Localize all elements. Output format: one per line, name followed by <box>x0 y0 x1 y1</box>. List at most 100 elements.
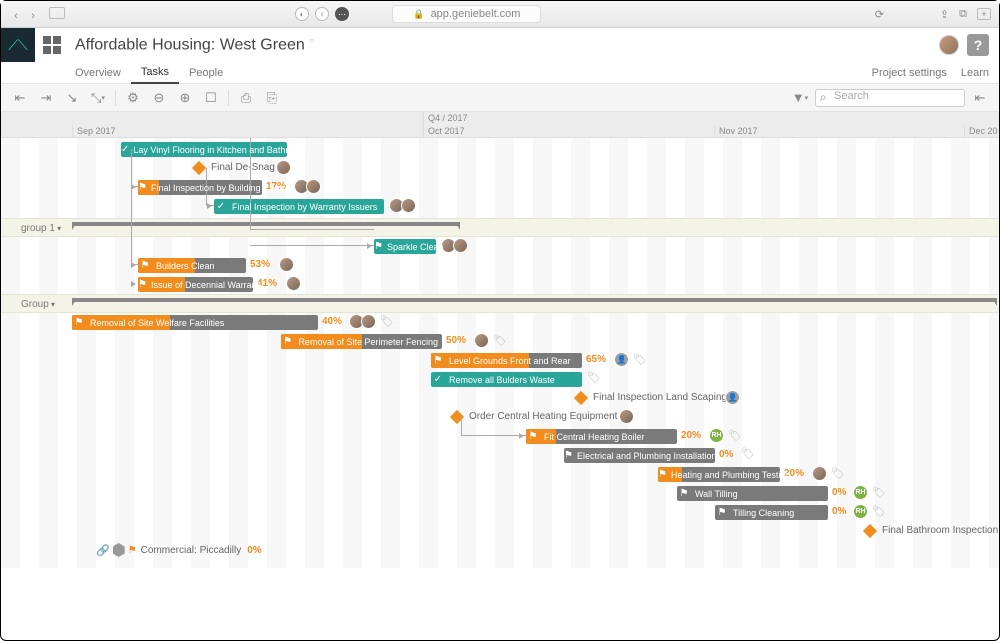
collapse-icon[interactable]: ⇤ <box>971 89 989 107</box>
filter-icon[interactable]: ▼▾ <box>791 89 809 107</box>
milestone-label: Final Inspection Land Scaping <box>593 392 727 403</box>
milestone-label: Final Bathroom Inspection <box>882 525 998 536</box>
tag-icon[interactable]: 🏷 <box>872 505 886 518</box>
milestone-bathroom-inspection[interactable] <box>863 524 877 538</box>
avatar[interactable] <box>474 333 489 348</box>
toolbar: ⇤ ⇥ ↘ ⤡▾ ⚙ ⊖ ⊕ ☐ ⎙ ⎘ ▼▾ Search ⇤ <box>1 84 999 112</box>
group-summary-bar <box>72 298 997 302</box>
task-bar-warranty-issuers[interactable]: ✓ Final Inspection by Warranty Issuers <box>214 199 384 214</box>
zoom-out-icon[interactable]: ⊖ <box>150 89 168 107</box>
task-bar-heating-boiler[interactable]: ⚑ Fit Central Heating Boiler <box>526 429 677 444</box>
milestone-label: Final De-Snag <box>211 162 275 173</box>
tabs-icon[interactable]: ⧉ <box>959 8 967 21</box>
fwd-icon[interactable]: › <box>26 10 40 22</box>
print-icon[interactable]: ⎙ <box>237 89 255 107</box>
help-icon[interactable]: ? <box>967 34 989 56</box>
indent-icon[interactable]: ⇥ <box>37 89 55 107</box>
user-avatar[interactable] <box>939 35 959 55</box>
search-input[interactable]: Search <box>815 89 965 107</box>
plus-icon[interactable]: + <box>977 8 991 20</box>
flag-icon: ⚑ <box>138 182 147 193</box>
zoom-in-icon[interactable]: ⊕ <box>176 89 194 107</box>
task-bar-welfare-facilities[interactable]: ⚑ Removal of Site Welfare Facilities <box>72 315 318 330</box>
group-label: group 1 <box>21 219 61 238</box>
tab-tasks[interactable]: Tasks <box>131 62 179 84</box>
reload-icon[interactable]: ⟳ <box>875 8 884 21</box>
check-icon: ✓ <box>431 374 445 385</box>
avatar[interactable] <box>453 238 468 253</box>
link-icon[interactable]: ↘ <box>63 89 81 107</box>
circle-icon-3[interactable]: ⋯ <box>335 7 349 21</box>
linked-project-label[interactable]: Commercial: Piccadilly <box>141 545 242 556</box>
tag-icon[interactable]: 🏷 <box>831 467 845 480</box>
nav-buttons: ‹ › <box>9 7 65 22</box>
tag-icon[interactable]: 🏷 <box>728 429 742 442</box>
flag-icon: ⚑ <box>72 317 86 328</box>
tag-icon[interactable]: 🏷 <box>493 334 507 347</box>
tab-people[interactable]: People <box>179 63 233 83</box>
task-pct: 50% <box>446 335 466 346</box>
tag-icon[interactable]: 🏷 <box>741 447 755 460</box>
milestone-final-desnag[interactable] <box>192 161 206 175</box>
task-bar-sparkle-clean[interactable]: ⚑ Sparkle Clean <box>374 239 436 254</box>
address-bar[interactable]: 🔒 app.geniebelt.com <box>392 5 541 23</box>
avatar-rh[interactable]: RH <box>853 504 868 519</box>
url: app.geniebelt.com <box>431 8 521 20</box>
tab-overview[interactable]: Overview <box>65 63 131 83</box>
task-bar-remove-waste[interactable]: ✓ Remove all Bulders Waste <box>431 372 582 387</box>
avatar[interactable] <box>401 198 416 213</box>
circle-icon-2[interactable]: ♀ <box>315 7 329 21</box>
app-logo[interactable]: ⟋⟍ <box>1 28 35 62</box>
tag-icon[interactable]: 🏷 <box>633 353 647 366</box>
task-bar-builders-clean[interactable]: ⚑ Builders Clean <box>138 258 246 273</box>
avatar[interactable]: 👤 <box>725 390 740 405</box>
avatar[interactable]: 👤 <box>614 352 629 367</box>
group-row-2[interactable]: Group <box>1 294 999 313</box>
task-bar-vinyl-flooring[interactable]: ✓ Lay Vinyl Flooring in Kitchen and Bath… <box>121 142 287 157</box>
avatar[interactable] <box>279 257 294 272</box>
outdent-icon[interactable]: ⇤ <box>11 89 29 107</box>
sidebar-icon[interactable] <box>49 7 65 19</box>
task-pct: 40% <box>322 316 342 327</box>
avatar-rh[interactable]: RH <box>853 485 868 500</box>
task-bar-electrical-plumbing[interactable]: ⚑ Electrical and Plumbing Installation <box>564 448 715 463</box>
back-icon[interactable]: ‹ <box>9 10 23 22</box>
apps-grid-icon[interactable] <box>43 36 67 54</box>
avatar[interactable] <box>812 466 827 481</box>
flag-icon: ⚑ <box>677 488 691 499</box>
task-pct: 0% <box>832 487 846 498</box>
settings-icon[interactable]: ⚙ <box>124 89 142 107</box>
milestone-landscaping[interactable] <box>574 391 588 405</box>
gantt-chart[interactable]: ✓ Lay Vinyl Flooring in Kitchen and Bath… <box>1 138 999 568</box>
task-pct: 0% <box>719 449 733 460</box>
task-bar-wall-tilling[interactable]: ⚑ Wall Tilling <box>677 486 828 501</box>
group-row-1[interactable]: group 1 <box>1 218 999 237</box>
task-bar-building-control[interactable]: ⚑ Final Inspection by Building Control <box>138 180 262 195</box>
avatar[interactable] <box>286 276 301 291</box>
avatar[interactable] <box>361 314 376 329</box>
avatar[interactable] <box>306 179 321 194</box>
avatar[interactable] <box>619 409 634 424</box>
task-bar-tilling-cleaning[interactable]: ⚑ Tilling Cleaning <box>715 505 828 520</box>
flag-icon: ⚑ <box>658 469 667 480</box>
avatar-rh[interactable]: RH <box>709 428 724 443</box>
link-project-settings[interactable]: Project settings <box>872 67 947 79</box>
unlink-icon[interactable]: ⤡▾ <box>89 89 107 107</box>
circle-icon-1[interactable]: ◐ <box>295 7 309 21</box>
flag-icon: ⚑ <box>526 431 540 442</box>
task-bar-decennial-warranty[interactable]: ⚑ Issue of Decennial Warranty <box>138 277 253 292</box>
task-bar-perimeter-fencing[interactable]: ⚑ Removal of Site Perimeter Fencing <box>281 334 442 349</box>
share-icon[interactable]: ⇪ <box>940 8 949 21</box>
tag-icon[interactable]: 🏷 <box>380 315 394 328</box>
hex-icon <box>113 543 125 557</box>
tag-icon[interactable]: 🏷 <box>587 371 601 384</box>
group-label: Group <box>21 295 55 314</box>
month-sep: Sep 2017 <box>72 125 116 138</box>
task-bar-heating-plumbing-testing[interactable]: ⚑ Heating and Plumbing Testing <box>658 467 780 482</box>
avatar[interactable] <box>276 160 291 175</box>
tag-icon[interactable]: 🏷 <box>872 486 886 499</box>
export-icon[interactable]: ⎘ <box>263 89 281 107</box>
task-bar-level-grounds[interactable]: ⚑ Level Grounds Front and Rear <box>431 353 582 368</box>
today-icon[interactable]: ☐ <box>202 89 220 107</box>
link-learn[interactable]: Learn <box>961 67 989 79</box>
